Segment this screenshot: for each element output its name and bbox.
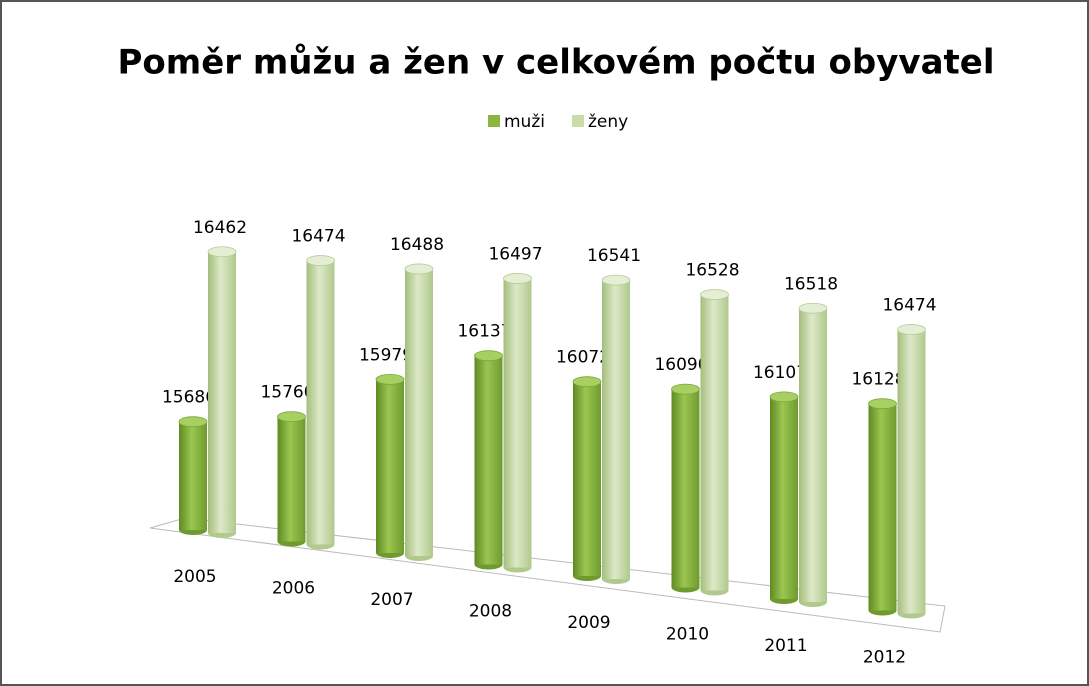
bar <box>277 416 306 542</box>
data-label: 16072 <box>556 348 610 368</box>
data-label: 16541 <box>587 246 641 266</box>
bar <box>671 389 700 588</box>
bar <box>897 329 926 614</box>
bar <box>179 421 207 530</box>
x-tick-label: 2010 <box>666 625 709 645</box>
bar <box>306 260 335 545</box>
bar <box>700 294 729 591</box>
bar-top <box>700 289 729 300</box>
bar-top <box>572 376 602 388</box>
bar-top <box>178 416 208 428</box>
bar-top <box>769 391 799 403</box>
x-tick-label: 2009 <box>567 613 610 633</box>
bar <box>770 396 798 599</box>
x-tick-label: 2011 <box>764 636 807 656</box>
data-label: 16137 <box>457 322 511 342</box>
bar-top <box>474 350 503 362</box>
data-label: 16128 <box>851 370 905 390</box>
bar <box>376 379 404 553</box>
bar-top <box>671 383 700 395</box>
bar-top <box>798 302 828 314</box>
floor <box>149 517 946 633</box>
bar <box>868 403 897 611</box>
bar <box>208 251 236 534</box>
x-tick-label: 2012 <box>863 648 906 668</box>
data-label: 16497 <box>488 244 542 264</box>
data-label: 16090 <box>654 355 708 375</box>
x-tick-label: 2008 <box>469 602 512 622</box>
bar <box>474 355 503 565</box>
chart-title: Poměr můžu a žen v celkovém počtu obyvat… <box>118 43 995 83</box>
data-label: 16107 <box>753 363 807 383</box>
bar-top <box>868 398 897 410</box>
bar <box>405 268 433 556</box>
bar-top <box>503 273 532 284</box>
bar-top <box>375 373 405 385</box>
data-label: 15979 <box>359 345 413 365</box>
data-label: 16528 <box>685 261 739 281</box>
data-label: 16518 <box>784 274 838 294</box>
bar-top <box>897 324 926 335</box>
data-label: 16474 <box>291 227 345 247</box>
data-label: 16462 <box>193 218 247 238</box>
x-tick-label: 2007 <box>370 590 413 610</box>
bar-top <box>306 255 335 266</box>
legend-swatch <box>572 115 584 127</box>
data-label: 15686 <box>162 388 216 408</box>
data-label: 16488 <box>390 235 444 255</box>
bar <box>602 280 630 579</box>
bar <box>503 278 532 568</box>
bar <box>799 308 827 602</box>
legend-label: muži <box>504 112 545 132</box>
bar-top <box>601 274 631 286</box>
legend-label: ženy <box>588 112 628 132</box>
legend-swatch <box>488 115 500 127</box>
bar-top <box>207 246 237 258</box>
bar-top <box>277 411 306 423</box>
data-label: 15760 <box>260 383 314 403</box>
bar <box>573 381 601 576</box>
bar-top <box>404 263 434 275</box>
data-label: 16474 <box>882 296 936 316</box>
x-tick-label: 2006 <box>272 579 315 599</box>
x-tick-label: 2005 <box>173 567 216 587</box>
